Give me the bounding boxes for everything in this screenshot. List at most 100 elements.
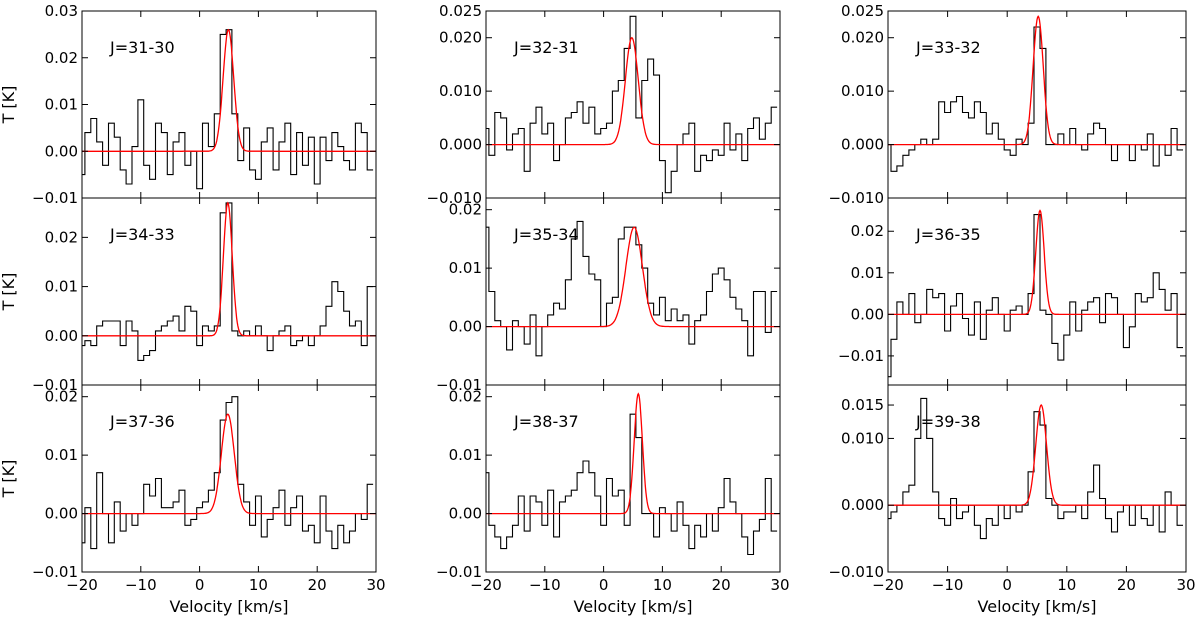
x-tick-label: 10 <box>1057 576 1076 594</box>
y-tick-label: 0.02 <box>45 49 78 67</box>
y-tick-label: 0.02 <box>45 388 78 406</box>
y-tick-label: 0.00 <box>449 505 482 523</box>
x-axis-label: Velocity [km/s] <box>978 597 1097 616</box>
panel-p39: −0.010 0.000 0.010 0.015 J=39-38 −20 −10 0 10 20 3… <box>828 384 1196 616</box>
x-axis-label: Velocity [km/s] <box>574 597 693 616</box>
y-axis-label: T [K] <box>0 460 18 499</box>
x-tick-label: 30 <box>770 576 789 594</box>
y-tick-label: 0.000 <box>439 136 482 154</box>
y-tick-label: 0.02 <box>851 222 884 240</box>
y-tick-label: 0.020 <box>439 29 482 47</box>
gaussian-fit-p37 <box>82 413 376 515</box>
observed-spectrum-p38 <box>486 413 778 556</box>
y-tick-label: 0.015 <box>841 396 884 414</box>
panel-p31: −0.01 0.00 0.01 0.02 0.03 J=31-30 T [K] <box>0 2 377 207</box>
panel-frame <box>81 384 377 573</box>
panel-frame <box>485 384 781 573</box>
gaussian-fit-p38 <box>486 392 780 515</box>
y-tick-label: 0.02 <box>449 388 482 406</box>
y-tick-label: 0.03 <box>45 2 78 20</box>
y-tick-label: 0.020 <box>841 29 884 47</box>
x-tick-label: 0 <box>195 576 205 594</box>
gaussian-fit-p39 <box>888 404 1186 506</box>
x-tick-label: 20 <box>712 576 731 594</box>
y-tick-label: 0.010 <box>841 429 884 447</box>
y-tick-label: 0.00 <box>45 505 78 523</box>
y-tick-label: 0.010 <box>841 82 884 100</box>
x-tick-label: 10 <box>653 576 672 594</box>
gaussian-fit-p34 <box>82 201 376 337</box>
panel-p37: −0.01 0.00 0.01 0.02 J=37-36 T [K] −20 −10 0 10 20… <box>0 384 386 616</box>
y-tick-label: −0.010 <box>828 189 884 207</box>
gaussian-fit-p32 <box>486 36 780 146</box>
observed-spectrum-p39 <box>888 397 1183 540</box>
panel-title: J=37-36 <box>109 412 175 431</box>
x-tick-label: 30 <box>1176 576 1195 594</box>
x-tick-label: −10 <box>125 576 157 594</box>
x-tick-label: −10 <box>529 576 561 594</box>
x-tick-label: 20 <box>308 576 327 594</box>
panel-p34: −0.01 0.00 0.01 0.02 J=34-33 T [K] <box>0 197 377 394</box>
panel-p33: −0.010 0.000 0.010 0.020 0.025 J=33-32 <box>828 2 1187 207</box>
panel-title: J=32-31 <box>513 38 579 57</box>
y-tick-label: 0.00 <box>851 305 884 323</box>
y-tick-label: −0.01 <box>32 376 78 394</box>
x-tick-label: −20 <box>66 576 98 594</box>
gaussian-fit-p36 <box>888 209 1186 316</box>
y-tick-label: 0.01 <box>45 278 78 296</box>
panel-title: J=38-37 <box>513 412 579 431</box>
y-tick-label: −0.010 <box>828 563 884 581</box>
y-axis-label: T [K] <box>0 86 18 125</box>
y-tick-label: 0.000 <box>841 136 884 154</box>
y-tick-label: 0.025 <box>841 2 884 20</box>
y-tick-label: 0.00 <box>449 318 482 336</box>
observed-spectrum-p34 <box>82 202 374 361</box>
observed-spectrum-p35 <box>486 220 778 357</box>
panel-title: J=35-34 <box>513 225 579 244</box>
x-tick-label: 20 <box>1117 576 1136 594</box>
panel-title: J=36-35 <box>915 225 981 244</box>
y-tick-label: 0.02 <box>449 201 482 219</box>
y-tick-label: 0.00 <box>45 142 78 160</box>
panel-p38: −0.01 0.00 0.01 0.02 J=38-37 −20 −10 0 10 20 30 Vel… <box>436 384 790 616</box>
panel-title: J=39-38 <box>915 412 981 431</box>
observed-spectrum-p33 <box>888 26 1183 172</box>
y-tick-label: 0.00 <box>45 327 78 345</box>
y-tick-label: −0.01 <box>436 563 482 581</box>
panel-title: J=34-33 <box>109 225 175 244</box>
y-axis-label: T [K] <box>0 273 18 312</box>
y-tick-label: 0.01 <box>851 264 884 282</box>
x-tick-label: 0 <box>1002 576 1012 594</box>
y-tick-label: −0.01 <box>32 189 78 207</box>
y-tick-label: 0.000 <box>841 496 884 514</box>
x-tick-label: 0 <box>599 576 609 594</box>
panel-p36: −0.01 0.00 0.01 0.02 J=36-35 <box>838 197 1187 386</box>
observed-spectrum-p31 <box>82 29 374 190</box>
observed-spectrum-p32 <box>486 15 778 194</box>
x-tick-label: −10 <box>932 576 964 594</box>
y-tick-label: −0.010 <box>426 189 482 207</box>
panel-frame <box>887 384 1187 573</box>
y-tick-label: 0.01 <box>449 446 482 464</box>
observed-spectrum-p36 <box>888 214 1183 378</box>
y-tick-label: 0.02 <box>45 228 78 246</box>
y-tick-label: −0.01 <box>436 376 482 394</box>
gaussian-fit-p35 <box>486 226 780 328</box>
y-tick-label: −0.01 <box>32 563 78 581</box>
gaussian-fit-p31 <box>82 28 376 152</box>
y-tick-label: −0.01 <box>838 347 884 365</box>
x-tick-label: −20 <box>470 576 502 594</box>
panel-p32: −0.010 0.000 0.010 0.020 0.025 J=32-31 <box>426 2 781 207</box>
y-tick-label: 0.01 <box>449 259 482 277</box>
x-tick-label: −20 <box>872 576 904 594</box>
y-tick-label: 0.01 <box>45 446 78 464</box>
panel-title: J=33-32 <box>915 38 981 57</box>
panel-title: J=31-30 <box>109 38 175 57</box>
panel-p35: −0.01 0.00 0.01 0.02 J=35-34 <box>436 197 781 394</box>
x-tick-label: 10 <box>249 576 268 594</box>
y-tick-label: 0.025 <box>439 2 482 20</box>
y-tick-label: 0.010 <box>439 82 482 100</box>
gaussian-fit-p33 <box>888 15 1186 146</box>
x-tick-label: 30 <box>366 576 385 594</box>
